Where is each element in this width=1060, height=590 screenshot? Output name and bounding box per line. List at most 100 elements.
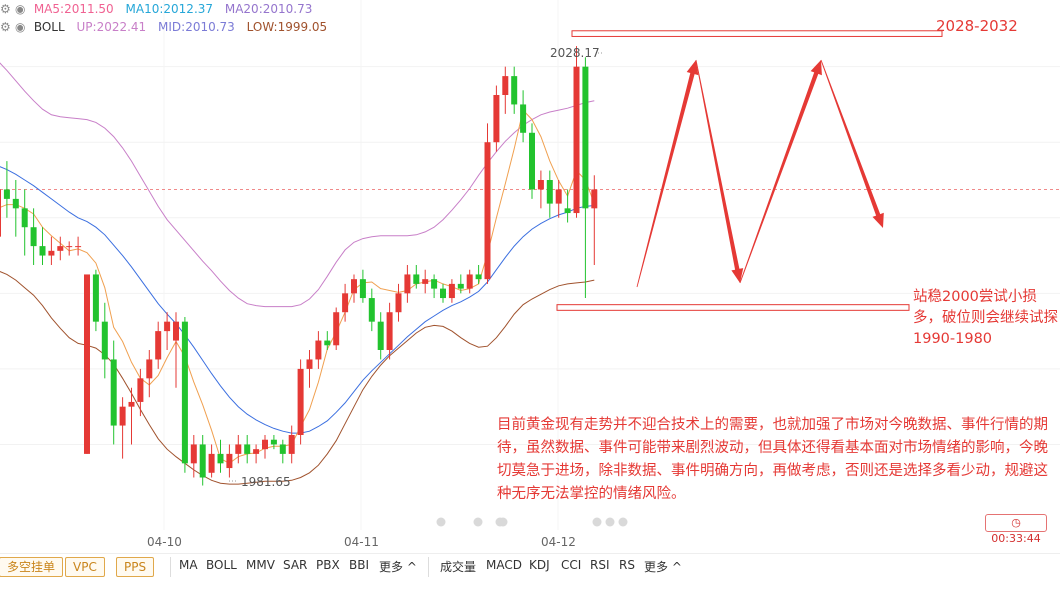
boll-lines [0,62,595,485]
candle-body [520,104,527,133]
candle-body [537,180,544,190]
candle-body [262,439,268,450]
indicator-pbx[interactable]: PBX [316,558,340,572]
candle-body [110,359,117,426]
candle-body [511,76,518,105]
candle-body [484,142,491,280]
candle-body [199,444,206,478]
boll-low-value: LOW:1999.05 [246,20,328,34]
indicator-volume[interactable]: 成交量 [440,560,477,574]
gear-icon[interactable]: ⚙ [0,20,11,34]
candle-body [342,293,349,313]
indicator-cci[interactable]: CCI [561,558,582,572]
divider [428,557,429,577]
candle-body [173,321,179,341]
chart-grid [0,0,1060,530]
pps-button[interactable]: PPS [116,557,155,577]
candle-body [128,401,135,407]
candle-body [457,283,464,289]
event-marker-icon [618,517,628,527]
indicator-rs[interactable]: RS [619,558,635,572]
candle-body [84,274,90,454]
candle-body [101,321,108,360]
eye-icon[interactable]: ◉ [15,2,26,16]
projection-arrow [695,59,744,284]
candle-body [573,66,580,214]
candle-body [3,189,10,199]
target-zone-label: 2028-2032 [936,17,1018,35]
gear-icon[interactable]: ⚙ [0,2,11,16]
indicator-macd[interactable]: MACD [486,558,522,572]
boll-mid-line [0,166,595,434]
boll-legend: ⚙ ◉ BOLL UP:2022.41 MID:2010.73 LOW:1999.… [0,19,327,35]
candle-body [591,189,598,209]
candle-body [351,279,357,294]
boll-upper-line [0,62,595,308]
candle-body [440,288,446,299]
candle-body [181,321,188,464]
candle-body [137,378,144,402]
target-zone-box [571,30,943,37]
candle-body [39,246,46,256]
candle-body [190,444,197,464]
candle-body [431,279,438,289]
high-price-label: 2028.17 [550,46,600,60]
indicator-kdj[interactable]: KDJ [529,558,550,572]
candle-body [30,227,37,247]
candle-body [502,76,509,95]
candle-body [119,406,126,426]
timer-value: 00:33:44 [991,532,1041,545]
candle-body [529,132,535,190]
boll-mid-value: MID:2010.73 [158,20,235,34]
analysis-note: 目前黄金现有走势并不迎合技术上的需要，也就加强了市场对今晚数据、事件行情的期待，… [497,417,1048,502]
eye-icon[interactable]: ◉ [15,20,26,34]
candle-body [466,274,473,289]
candle-body [57,246,64,251]
indicator-mmv[interactable]: MMV [246,558,275,572]
candle-body [368,298,375,322]
event-marker-icon [605,517,615,527]
indicator-ma[interactable]: MA [179,558,198,572]
candle-body [75,246,82,248]
candle-body [448,283,455,299]
date-tick: 04-11 [344,535,379,549]
vpc-button[interactable]: VPC [65,557,105,577]
event-marker-icon [473,517,483,527]
indicator-bbi[interactable]: BBI [349,558,370,572]
candle-body [386,312,393,350]
boll-lower-line [0,270,595,485]
indicator-rsi[interactable]: RSI [590,558,610,572]
candle-body [404,274,411,294]
support-zone-box [556,304,910,311]
projection-arrow [820,59,884,229]
ma10-value: MA10:2012.37 [125,2,214,16]
candle-body [235,444,242,454]
countdown-timer: ◷ 00:33:44 [985,514,1047,545]
candle-body [582,66,589,209]
candle-body [377,321,384,350]
candle-body [208,453,215,473]
indicator-sar[interactable]: SAR [283,558,308,572]
candle-body [146,359,153,379]
more-main-indicators[interactable]: 更多 ^ [379,560,417,574]
candle-body [66,246,73,248]
indicator-boll[interactable]: BOLL [206,558,237,572]
candle-body [217,453,224,464]
more-sub-indicators[interactable]: 更多 ^ [644,560,682,574]
annotation-overlay [229,30,943,527]
candle-body [279,444,286,454]
event-marker-icon [592,517,602,527]
candle-body [493,95,500,143]
support-note: 站稳2000尝试小损多，破位则会继续试探1990-1980 [913,289,1058,347]
candle-body [155,331,162,360]
low-price-label: 1981.65 [241,475,291,489]
candle-body [92,274,99,322]
projection-arrow [739,60,822,284]
ma20-value: MA20:2010.73 [224,2,313,16]
boll-label: BOLL [33,20,65,34]
projection-arrow [636,60,699,288]
candle-body [253,449,260,454]
candle-body [297,368,304,435]
long-short-order-button[interactable]: 多空挂单 [0,557,64,577]
